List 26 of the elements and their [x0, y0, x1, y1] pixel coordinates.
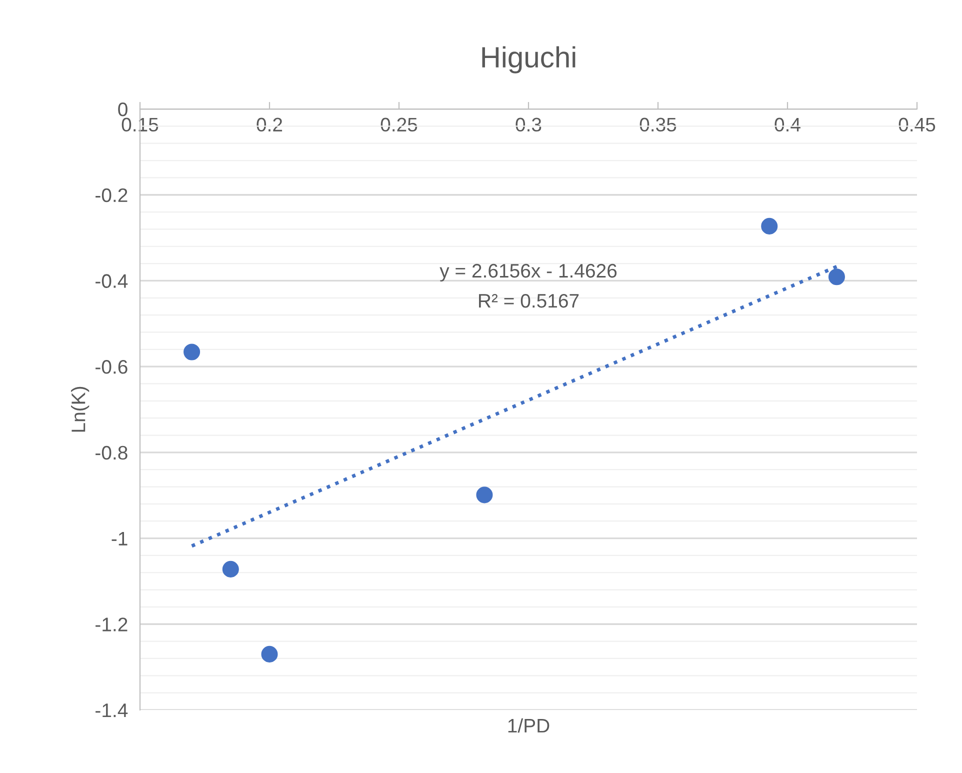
x-tick-label: 0.25	[380, 118, 418, 132]
point	[261, 646, 278, 662]
annotation: R² = 0.5167	[479, 294, 579, 308]
y-tick-label: -0.6	[96, 360, 128, 374]
chart-title: Higuchi	[482, 46, 576, 74]
y-tick-label: -1	[112, 532, 128, 546]
point	[222, 560, 239, 578]
y-tick-label: -0.2	[96, 188, 128, 202]
x-tick-label: 0.35	[640, 118, 676, 132]
point	[761, 218, 778, 234]
x-tick-label: 0.3	[516, 118, 542, 132]
x-tick-label: 0.45	[898, 118, 936, 132]
point	[184, 344, 200, 360]
y-tick-label: -1.4	[96, 704, 128, 718]
annotation: y = 2.6156x - 1.4626	[440, 264, 617, 282]
y-axis-title: Ln(K)	[71, 386, 90, 432]
y-tick-label: -0.4	[96, 274, 128, 288]
x-tick-label: 0.4	[774, 118, 800, 132]
x-tick-label: 0.2	[256, 118, 282, 132]
y-tick-label: -0.8	[96, 446, 128, 460]
point	[476, 486, 493, 504]
x-tick-label: 0.15	[122, 118, 158, 132]
y-tick-label: 0	[118, 102, 128, 116]
point	[828, 268, 845, 286]
y-tick-label: -1.2	[96, 618, 128, 632]
x-axis-title: 1/PD	[508, 718, 550, 733]
